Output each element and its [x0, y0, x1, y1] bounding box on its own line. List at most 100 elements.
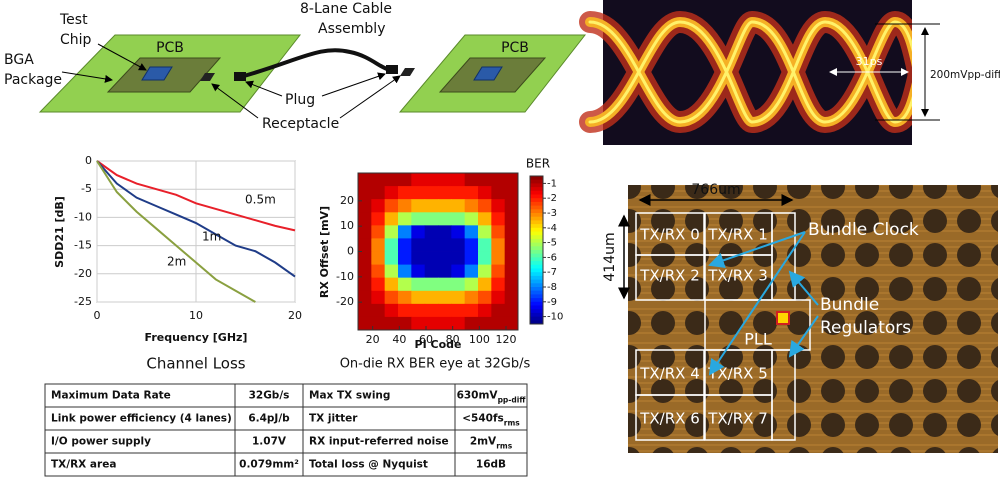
heat-cell — [424, 173, 439, 187]
heat-cell — [424, 316, 439, 331]
heat-cell — [398, 199, 412, 213]
arrow — [97, 43, 147, 71]
colorbar-slice — [530, 238, 543, 244]
colorbar-slice — [530, 279, 543, 284]
colorbar-slice — [530, 235, 543, 240]
colorbar-slice — [530, 227, 543, 232]
cell-value: RX input-referred noise — [309, 436, 449, 448]
channel-loss-chart: Channel Loss Frequency [GHz] SDD21 [dB] … — [53, 154, 302, 373]
cell-subscript: rms — [496, 441, 513, 450]
x-axis-label: PI Code — [415, 338, 462, 351]
heat-cell — [384, 212, 399, 226]
heat-cell — [504, 238, 519, 252]
heat-cell — [371, 316, 386, 331]
heat-cell — [398, 316, 412, 331]
heat-cell — [491, 303, 506, 318]
heat-cell — [358, 212, 372, 226]
y-tick-label: 10 — [340, 219, 354, 232]
x-tick-label: 60 — [419, 333, 433, 346]
colorbar-tick-label: -7 — [547, 267, 557, 278]
plug — [234, 72, 246, 81]
cell-value: Max TX swing — [309, 390, 390, 402]
heat-cell — [464, 199, 479, 213]
lane-label: TX/RX 6 — [639, 410, 700, 428]
cell-value: TX/RX area — [51, 459, 116, 471]
lane-label: TX/RX 7 — [707, 410, 768, 428]
cell-text: RX input-referred noise — [309, 436, 449, 448]
label: Bundle — [820, 295, 879, 315]
heat-cell — [371, 238, 386, 252]
series-line — [96, 160, 296, 278]
cell-value: 0.079mm² — [239, 459, 299, 471]
heat-cell — [478, 238, 492, 252]
pll-label: PLL — [744, 330, 772, 349]
heat-cell — [424, 212, 439, 226]
heat-cell — [371, 303, 386, 318]
colorbar-tick-label: -3 — [547, 208, 557, 219]
heat-cell — [464, 316, 479, 331]
colorbar-slice — [530, 294, 543, 299]
label: Regulators — [820, 318, 911, 338]
y-axis-label: RX Offset [mV] — [318, 206, 331, 298]
heat-cell — [464, 277, 479, 292]
heat-cell — [438, 264, 452, 279]
colorbar-tick-label: -2 — [547, 193, 557, 204]
heat-cell — [371, 277, 386, 292]
heat-cell — [478, 303, 492, 318]
heat-cell — [491, 277, 506, 292]
heat-cell — [358, 251, 372, 266]
heat-cell — [384, 199, 399, 213]
cell-text: <540fsrms — [462, 413, 520, 428]
y-tick-label: 0 — [85, 154, 92, 167]
series-label: 2m — [167, 255, 186, 269]
heat-cell — [358, 199, 372, 213]
cell-text: Total loss @ Nyquist — [309, 459, 428, 471]
cell-text: I/O power supply — [51, 436, 151, 448]
label: Plug — [285, 92, 315, 108]
colorbar-slice — [530, 298, 543, 303]
heat-cell — [371, 199, 386, 213]
lane-box — [635, 254, 705, 301]
arrow — [339, 75, 401, 119]
series-line — [96, 160, 296, 232]
y-tick-label: 20 — [340, 194, 354, 207]
colorbar-slice — [530, 216, 543, 221]
heat-cell — [358, 316, 372, 331]
heat-cell — [504, 173, 519, 187]
lane-label: TX/RX 5 — [707, 365, 768, 383]
heat-cell — [438, 277, 452, 292]
arrow — [708, 231, 806, 268]
heat-cell — [371, 186, 386, 200]
x-tick-label: 40 — [392, 333, 406, 346]
heat-cell — [464, 212, 479, 226]
heat-cell — [504, 212, 519, 226]
colorbar-slice — [530, 312, 543, 318]
heat-cell — [411, 199, 426, 213]
y-tick-label: -10 — [336, 270, 354, 283]
heat-cell — [411, 251, 426, 266]
y-axis-label: SDD21 [dB] — [53, 196, 66, 268]
x-tick-label: 100 — [469, 333, 490, 346]
lane-label: TX/RX 2 — [639, 267, 700, 285]
label: Test — [59, 12, 88, 28]
colorbar-slice — [530, 268, 543, 273]
colorbar-tick-label: -4 — [547, 223, 557, 234]
heat-cell — [504, 199, 519, 213]
heat-cell — [411, 303, 426, 318]
heat-cell — [464, 251, 479, 266]
colorbar-tick-label: -1 — [547, 178, 557, 189]
heat-cell — [371, 173, 386, 187]
receptacle — [200, 73, 215, 81]
colorbar-slice — [530, 213, 543, 218]
heat-cell — [451, 251, 466, 266]
arrow — [788, 270, 819, 306]
colorbar-slice — [530, 301, 543, 306]
label: 414um — [602, 232, 618, 281]
heat-cell — [478, 316, 492, 331]
heat-cell — [438, 290, 452, 305]
heat-cell — [371, 251, 386, 266]
pll-core — [776, 311, 790, 325]
arrow — [61, 71, 113, 83]
cell-text: 16dB — [476, 459, 506, 471]
colorbar-slice — [530, 190, 543, 195]
